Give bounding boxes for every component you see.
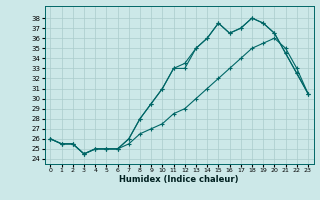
X-axis label: Humidex (Indice chaleur): Humidex (Indice chaleur) <box>119 175 239 184</box>
